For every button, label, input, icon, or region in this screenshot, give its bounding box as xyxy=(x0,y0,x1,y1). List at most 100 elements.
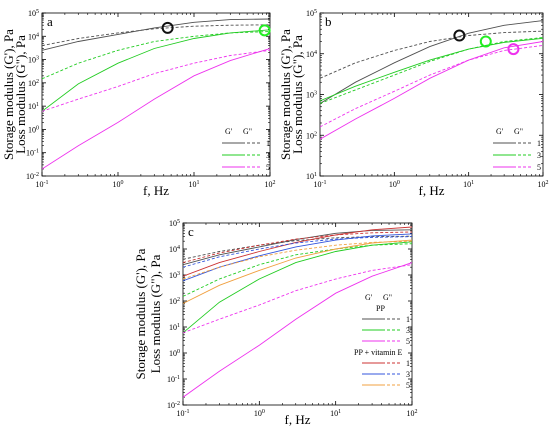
series-line-pp-3-loss xyxy=(183,243,412,297)
y-tick-label: 103 xyxy=(306,91,317,100)
legend-group-title: PP xyxy=(376,304,385,313)
legend-entry-label: 3 xyxy=(537,151,541,160)
y-tick-label: 100 xyxy=(28,125,39,134)
y-tick-label: 102 xyxy=(306,131,317,140)
x-axis-label: f, Hz xyxy=(285,412,311,427)
panel-label: b xyxy=(325,14,332,29)
legend-header-loss: G" xyxy=(383,293,392,302)
series-group xyxy=(42,18,270,170)
y-tick-label: 104 xyxy=(306,50,317,59)
legend-header-storage: G' xyxy=(365,293,373,302)
legend-entry-label: 1 xyxy=(537,139,541,148)
x-axis-label: f, Hz xyxy=(419,183,445,198)
series-line-1-loss xyxy=(42,24,270,47)
legend-header-loss: G" xyxy=(243,127,252,136)
series-line-pp-vitamin-e-1-loss xyxy=(183,231,412,264)
x-tick-label: 101 xyxy=(463,180,474,189)
crossover-marker xyxy=(479,35,492,48)
x-tick-label: 101 xyxy=(189,180,200,189)
panel-label: c xyxy=(188,224,194,239)
y-tick-label: 101 xyxy=(306,172,317,181)
x-tick-label: 102 xyxy=(407,409,418,418)
legend-entry-label: 5 xyxy=(537,163,541,172)
series-line-pp-1-loss xyxy=(183,235,412,260)
plot-frame xyxy=(319,12,544,177)
series-line-1-storage xyxy=(42,18,270,51)
crossover-marker xyxy=(161,21,174,34)
legend-entry-label: 3 xyxy=(406,326,410,335)
x-tick-label: 100 xyxy=(113,180,124,189)
series-line-3-loss xyxy=(42,31,270,80)
series-line-1-loss xyxy=(320,30,543,79)
y-tick-label: 10-1 xyxy=(26,149,39,158)
crossover-marker xyxy=(258,24,271,37)
legend-header-storage: G' xyxy=(225,127,233,136)
series-line-pp-vitamin-e-5-storage xyxy=(183,239,412,304)
y-tick-label: 103 xyxy=(169,271,180,280)
x-tick-label: 102 xyxy=(538,180,549,189)
series-line-3-storage xyxy=(320,37,543,102)
x-tick-label: 100 xyxy=(389,180,400,189)
series-line-pp-1-storage xyxy=(183,229,412,266)
y-axis-label-loss: Loss modulus (G"), Pa xyxy=(290,35,305,154)
series-line-pp-vitamin-e-5-loss xyxy=(183,240,412,280)
x-tick-label: 102 xyxy=(265,180,276,189)
series-line-pp-vitamin-e-1-storage xyxy=(183,226,412,277)
legend-entry-label: 3 xyxy=(266,151,270,160)
y-tick-label: 104 xyxy=(28,32,39,41)
chart-panel-c: 10-1 100 101 10210-210-1100101102103104105c… xyxy=(133,219,418,427)
y-axis-label-storage: Storage modulus (G'), Pa xyxy=(133,248,148,379)
series-group xyxy=(320,20,543,140)
y-axis-label-storage: Storage modulus (G'), Pa xyxy=(1,29,16,160)
y-tick-label: 100 xyxy=(169,349,180,358)
y-axis-label-storage: Storage modulus (G'), Pa xyxy=(278,29,293,160)
x-tick-label: 100 xyxy=(254,409,265,418)
y-tick-label: 101 xyxy=(169,323,180,332)
series-line-5-storage xyxy=(42,48,270,170)
y-tick-label: 10-2 xyxy=(26,172,39,181)
series-line-pp-vitamin-e-3-storage xyxy=(183,233,412,282)
crossover-marker xyxy=(453,29,466,42)
legend-entry-label: 1 xyxy=(406,359,410,368)
x-tick-label: 10-1 xyxy=(36,180,49,189)
y-tick-label: 105 xyxy=(169,219,180,228)
y-axis-label-loss: Loss modulus (G"), Pa xyxy=(13,35,28,154)
series-line-1-storage xyxy=(320,20,543,104)
series-line-pp-5-storage xyxy=(183,262,412,398)
series-line-pp-vitamin-e-3-loss xyxy=(183,236,412,268)
y-tick-label: 103 xyxy=(28,56,39,65)
legend-entry-label: 3 xyxy=(406,370,410,379)
y-tick-label: 101 xyxy=(28,102,39,111)
chart-panel-b: 10-1 100 101 102 101 102 103 104 105 b f, Hz Storag… xyxy=(278,9,549,198)
legend-entry-label: 5 xyxy=(406,337,410,346)
x-tick-label: 10-1 xyxy=(314,180,327,189)
series-group xyxy=(183,226,412,398)
y-tick-label: 102 xyxy=(169,297,180,306)
series-line-3-loss xyxy=(320,37,543,104)
crossover-marker xyxy=(507,43,520,56)
legend-entry-label: 5 xyxy=(406,381,410,390)
y-tick-label: 105 xyxy=(306,9,317,18)
chart-panel-a: 10-1 100 101 10210-210-1100101102103104105a… xyxy=(1,9,276,198)
y-tick-label: 10-1 xyxy=(167,375,180,384)
x-axis-label: f, Hz xyxy=(143,183,169,198)
y-tick-label: 10-2 xyxy=(167,401,180,410)
series-line-5-loss xyxy=(42,49,270,112)
plot-frame xyxy=(41,12,271,177)
legend-entry-label: 1 xyxy=(406,315,410,324)
y-tick-label: 105 xyxy=(28,9,39,18)
legend-header-storage: G' xyxy=(496,127,504,136)
series-line-5-loss xyxy=(320,44,543,128)
y-tick-label: 102 xyxy=(28,79,39,88)
series-line-5-storage xyxy=(320,41,543,140)
legend-entry-label: 1 xyxy=(266,139,270,148)
x-tick-label: 10-1 xyxy=(177,409,190,418)
y-axis-label-loss: Loss modulus (G"), Pa xyxy=(148,254,163,373)
legend-header-loss: G" xyxy=(514,127,523,136)
plot-frame xyxy=(182,222,413,406)
legend-entry-label: 5 xyxy=(266,163,270,172)
series-line-pp-5-loss xyxy=(183,264,412,334)
x-tick-label: 101 xyxy=(330,409,341,418)
